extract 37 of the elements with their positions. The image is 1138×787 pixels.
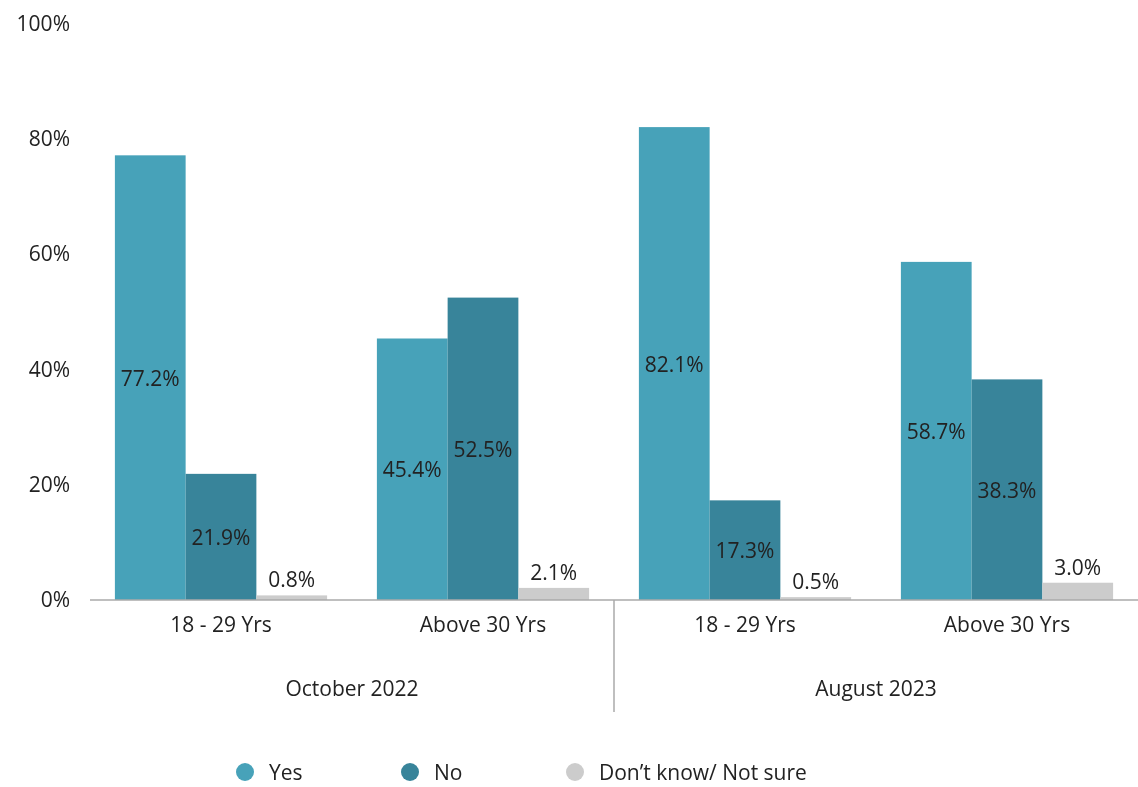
x-tick-label: 18 - 29 Yrs (694, 610, 796, 638)
bar (114, 155, 186, 600)
x-tick-label: Above 30 Yrs (419, 610, 547, 638)
data-label: 82.1% (644, 349, 704, 378)
bar (638, 127, 710, 600)
y-tick-label: 0% (40, 585, 70, 613)
bar (447, 297, 519, 600)
y-tick-label: 40% (28, 354, 70, 383)
x-tick-label: 18 - 29 Yrs (170, 610, 272, 638)
data-label: 0.5% (792, 567, 840, 596)
bar (900, 261, 972, 600)
legend-label: Don’t know/ Not sure (599, 758, 807, 786)
y-tick-label: 60% (28, 239, 70, 268)
data-label: 45.4% (382, 455, 442, 484)
y-tick-label: 100% (16, 9, 70, 37)
bar (376, 338, 448, 600)
x-tick-label: Above 30 Yrs (943, 610, 1071, 638)
bar (185, 473, 257, 600)
bar (518, 587, 590, 600)
data-label: 17.3% (715, 536, 775, 565)
data-label: 77.2% (120, 363, 180, 392)
bar (1042, 582, 1114, 600)
y-tick-label: 80% (28, 124, 70, 153)
y-tick-label: 20% (28, 469, 70, 498)
legend-label: No (434, 758, 463, 786)
data-label: 21.9% (191, 522, 251, 551)
data-label: 58.7% (906, 416, 966, 445)
data-label: 52.5% (453, 434, 513, 463)
bar (709, 500, 781, 600)
text: August 2023 (815, 674, 937, 702)
data-label: 3.0% (1054, 552, 1102, 581)
text: October 2022 (285, 674, 419, 702)
legend-label: Yes (269, 758, 303, 786)
data-label: 38.3% (977, 475, 1037, 504)
data-label: 2.1% (530, 557, 578, 586)
bar (971, 379, 1043, 600)
data-label: 0.8% (268, 565, 316, 594)
